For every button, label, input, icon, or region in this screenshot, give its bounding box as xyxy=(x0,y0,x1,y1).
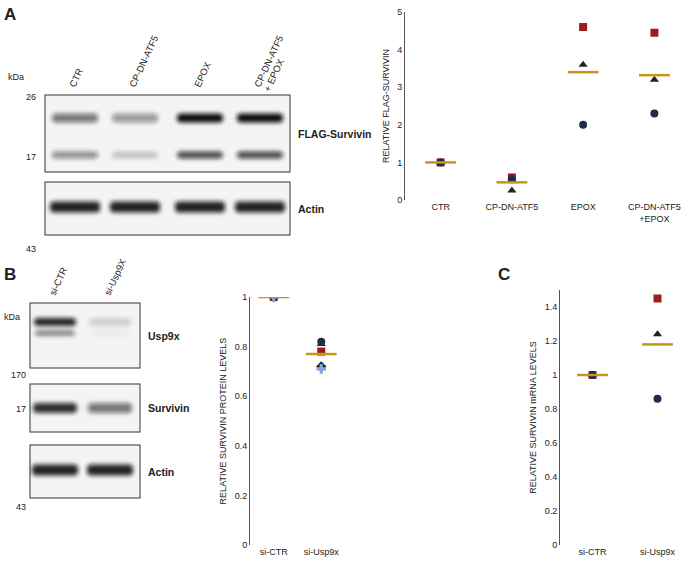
svg-text:1: 1 xyxy=(397,158,402,168)
svg-text:kDa: kDa xyxy=(8,72,24,82)
svg-text:Actin: Actin xyxy=(148,466,174,478)
svg-text:si-Usp9X: si-Usp9X xyxy=(102,257,129,297)
svg-text:17: 17 xyxy=(26,152,36,162)
svg-text:si-Usp9x: si-Usp9x xyxy=(304,547,340,557)
svg-text:0.8: 0.8 xyxy=(545,404,558,414)
svg-text:43: 43 xyxy=(26,244,36,254)
svg-text:si-Usp9x: si-Usp9x xyxy=(640,547,676,557)
svg-text:26: 26 xyxy=(26,92,36,102)
svg-text:si-CTR: si-CTR xyxy=(47,265,70,297)
svg-text:Actin: Actin xyxy=(298,203,324,215)
svg-text:0: 0 xyxy=(552,540,557,550)
svg-text:1: 1 xyxy=(552,370,557,380)
svg-text:0.4: 0.4 xyxy=(545,472,558,482)
svg-text:B: B xyxy=(4,265,16,284)
svg-text:17: 17 xyxy=(16,404,26,414)
svg-text:Survivin: Survivin xyxy=(148,402,189,414)
svg-text:kDa: kDa xyxy=(4,312,20,322)
svg-text:RELATIVE FLAG-SURVIVIN: RELATIVE FLAG-SURVIVIN xyxy=(381,49,391,163)
svg-text:EPOX: EPOX xyxy=(192,60,213,89)
svg-text:0.6: 0.6 xyxy=(545,438,558,448)
svg-text:CTR: CTR xyxy=(67,66,85,88)
svg-text:0.8: 0.8 xyxy=(235,342,248,352)
svg-text:43: 43 xyxy=(16,502,26,512)
svg-text:CP-DN-ATF5: CP-DN-ATF5 xyxy=(127,34,161,89)
svg-text:si-CTR: si-CTR xyxy=(260,547,288,557)
svg-text:0: 0 xyxy=(242,540,247,550)
svg-text:RELATIVE SURVIVIN PROTEIN LEVE: RELATIVE SURVIVIN PROTEIN LEVELS xyxy=(218,338,228,505)
svg-text:4: 4 xyxy=(397,45,402,55)
svg-text:CTR: CTR xyxy=(431,202,450,212)
svg-text:0.4: 0.4 xyxy=(235,441,248,451)
svg-text:C: C xyxy=(498,265,510,284)
svg-text:0: 0 xyxy=(397,195,402,205)
svg-text:0.2: 0.2 xyxy=(545,506,558,516)
svg-text:2: 2 xyxy=(397,120,402,130)
svg-text:CP-DN-ATF5+ EPOX: CP-DN-ATF5+ EPOX xyxy=(252,34,295,94)
svg-text:RELATIVE SURVIVIN mRNA LEVELS: RELATIVE SURVIVIN mRNA LEVELS xyxy=(528,341,538,494)
svg-text:1: 1 xyxy=(242,292,247,302)
svg-text:5: 5 xyxy=(397,7,402,17)
svg-text:CP-DN-ATF5: CP-DN-ATF5 xyxy=(485,202,538,212)
svg-text:0.6: 0.6 xyxy=(235,391,248,401)
svg-text:1.2: 1.2 xyxy=(545,336,558,346)
svg-text:A: A xyxy=(4,5,16,24)
svg-text:FLAG-Survivin: FLAG-Survivin xyxy=(298,128,372,140)
svg-text:EPOX: EPOX xyxy=(571,202,596,212)
svg-text:0.2: 0.2 xyxy=(235,491,248,501)
svg-text:CP-DN-ATF5+EPOX: CP-DN-ATF5+EPOX xyxy=(628,202,681,224)
svg-text:1.4: 1.4 xyxy=(545,302,558,312)
svg-text:170: 170 xyxy=(11,370,26,380)
svg-text:3: 3 xyxy=(397,82,402,92)
svg-text:si-CTR: si-CTR xyxy=(579,547,607,557)
svg-text:Usp9x: Usp9x xyxy=(148,330,180,342)
